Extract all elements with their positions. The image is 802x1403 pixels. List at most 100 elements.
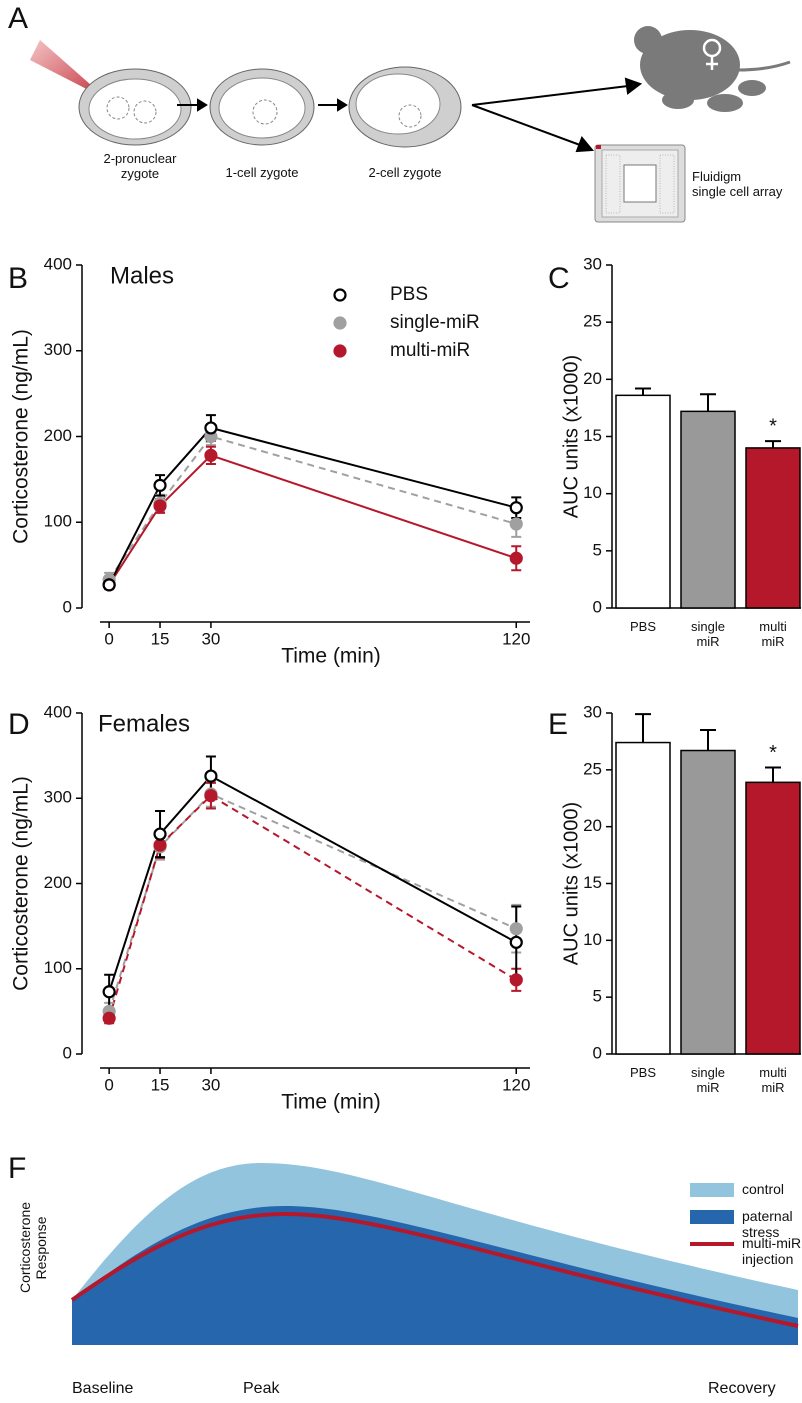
legend-swatch bbox=[690, 1210, 734, 1224]
y-tick-label: 10 bbox=[583, 483, 602, 502]
series-line bbox=[108, 774, 517, 993]
legend-label: multi-miR injection bbox=[742, 1235, 802, 1268]
x-tick-label: PBS bbox=[629, 619, 656, 634]
data-point bbox=[509, 517, 523, 531]
data-point bbox=[204, 769, 218, 783]
data-point bbox=[509, 935, 523, 949]
stage-label: 1-cell zygote bbox=[225, 165, 299, 180]
x-label: Baseline bbox=[72, 1380, 134, 1397]
x-axis-label: Time (min) bbox=[281, 1091, 381, 1114]
data-point bbox=[153, 478, 167, 492]
panel-label: B bbox=[8, 262, 29, 295]
zygote-inner bbox=[88, 78, 182, 140]
y-tick-label: 0 bbox=[593, 597, 602, 616]
panel-label: E bbox=[548, 708, 569, 741]
y-tick-label: 400 bbox=[44, 254, 72, 273]
error-bar bbox=[765, 440, 781, 448]
array-label: Fluidigm single cell array bbox=[692, 169, 783, 199]
panel-label: C bbox=[548, 262, 570, 295]
data-point bbox=[102, 578, 116, 592]
data-point bbox=[509, 922, 523, 936]
bar bbox=[680, 410, 736, 609]
zygote-diagram bbox=[30, 26, 791, 223]
y-tick-label: 0 bbox=[63, 1043, 72, 1062]
error-bar bbox=[635, 713, 651, 743]
data-point bbox=[204, 789, 218, 803]
bar bbox=[615, 394, 671, 609]
legend-swatch bbox=[690, 1183, 734, 1197]
x-tick-label: 120 bbox=[502, 629, 530, 648]
series-line bbox=[108, 426, 517, 586]
multi-mir-curve bbox=[70, 1211, 799, 1328]
y-tick-label: 10 bbox=[583, 930, 602, 949]
data-point bbox=[102, 985, 116, 999]
y-tick-label: 25 bbox=[583, 312, 602, 331]
x-tick-label: 30 bbox=[201, 629, 220, 648]
stage-label: 2-cell zygote bbox=[368, 165, 442, 180]
legend-label: paternal stress bbox=[742, 1208, 793, 1241]
y-tick-label: 15 bbox=[583, 873, 602, 892]
x-tick-label: single miR bbox=[691, 619, 725, 649]
mouse-icon bbox=[634, 26, 791, 112]
annotation: * bbox=[769, 742, 777, 764]
legend-label: PBS bbox=[390, 284, 428, 305]
y-tick-label: 0 bbox=[593, 1043, 602, 1062]
y-tick-label: 300 bbox=[44, 340, 72, 359]
y-tick-label: 200 bbox=[44, 873, 72, 892]
schematic bbox=[70, 1163, 799, 1345]
x-tick-label: multi miR bbox=[759, 619, 787, 649]
x-tick-label: 30 bbox=[201, 1075, 220, 1094]
y-tick-label: 25 bbox=[583, 759, 602, 778]
array-chip bbox=[594, 144, 686, 223]
legend-label: control bbox=[742, 1181, 785, 1197]
y-tick-label: 5 bbox=[593, 987, 602, 1006]
y-axis-label: AUC units (x1000) bbox=[560, 802, 582, 965]
zygote-inner bbox=[218, 77, 306, 139]
panel-label: D bbox=[8, 708, 30, 741]
bar bbox=[680, 749, 736, 1055]
stage-label: 2-pronuclear zygote bbox=[103, 151, 177, 181]
nucleus bbox=[398, 104, 422, 128]
nucleus bbox=[252, 99, 278, 125]
data-point bbox=[153, 499, 167, 513]
paternal-stress-area bbox=[72, 1206, 798, 1345]
chart-title: Males bbox=[110, 262, 174, 289]
series-line bbox=[108, 454, 517, 586]
x-tick-label: 120 bbox=[502, 1075, 530, 1094]
y-axis-label: AUC units (x1000) bbox=[560, 355, 582, 518]
bar bbox=[745, 447, 801, 609]
pronucleus bbox=[106, 96, 130, 120]
x-tick-label: 15 bbox=[151, 629, 170, 648]
data-point bbox=[509, 973, 523, 987]
annotation: * bbox=[769, 415, 777, 437]
data-point bbox=[509, 501, 523, 515]
error-bar bbox=[765, 766, 781, 783]
pronucleus bbox=[133, 100, 157, 124]
y-tick-label: 30 bbox=[583, 702, 602, 721]
y-tick-label: 30 bbox=[583, 254, 602, 273]
x-tick-label: multi miR bbox=[759, 1065, 787, 1095]
y-tick-label: 20 bbox=[583, 816, 602, 835]
legend-label: multi-miR bbox=[390, 340, 470, 361]
y-tick-label: 100 bbox=[44, 512, 72, 531]
x-tick-label: 0 bbox=[104, 629, 113, 648]
x-tick-label: single miR bbox=[691, 1065, 725, 1095]
legend-marker bbox=[333, 288, 347, 302]
x-tick-label: PBS bbox=[629, 1065, 656, 1080]
y-tick-label: 300 bbox=[44, 788, 72, 807]
bar bbox=[745, 781, 801, 1055]
y-tick-label: 0 bbox=[63, 597, 72, 616]
x-label: Peak bbox=[243, 1380, 280, 1397]
panel-label: A bbox=[8, 2, 29, 35]
data-point bbox=[153, 827, 167, 841]
y-axis-label: Corticosterone (ng/mL) bbox=[10, 776, 33, 991]
legend-label: single-miR bbox=[390, 312, 480, 333]
series-line bbox=[108, 792, 517, 1012]
arrows bbox=[177, 77, 643, 153]
data-point bbox=[509, 551, 523, 565]
x-label: Recovery bbox=[708, 1380, 776, 1397]
series-line bbox=[108, 435, 517, 581]
x-axis-label: Time (min) bbox=[281, 645, 381, 668]
pipette bbox=[30, 40, 108, 100]
